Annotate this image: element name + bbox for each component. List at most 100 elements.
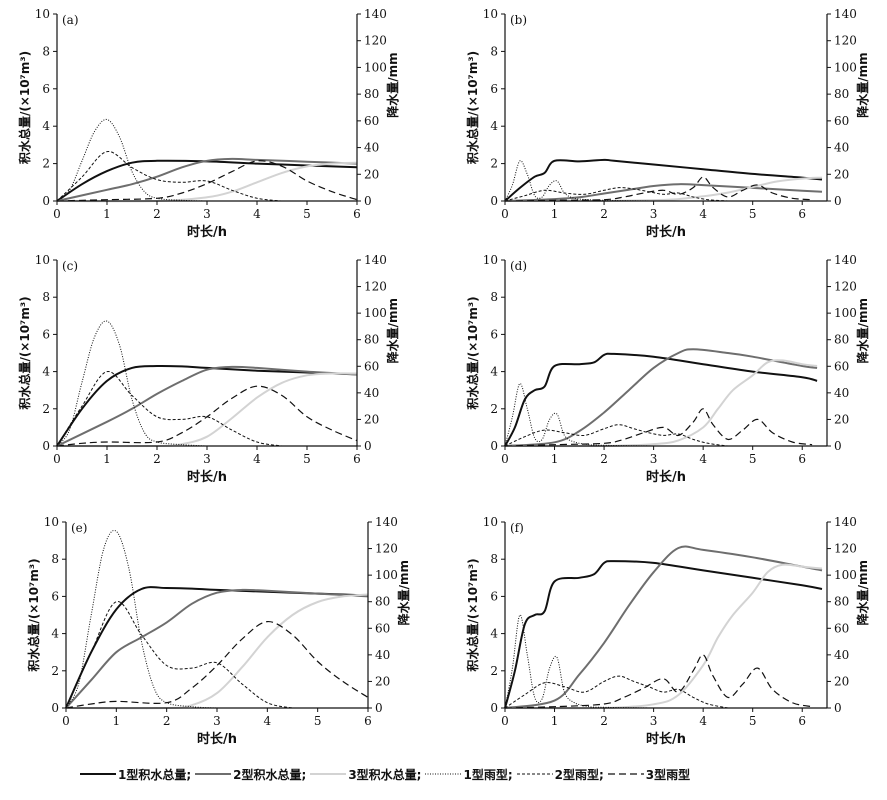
- y-right-tick-label: 20: [364, 412, 379, 426]
- y-left-tick-label: 0: [51, 701, 59, 715]
- y-axis-title-left: 积水总量/(×10⁷m³): [465, 51, 480, 164]
- x-axis-title: 时长/h: [646, 731, 686, 747]
- series-line: [56, 320, 208, 447]
- legend-label: 2型积水总量;: [233, 767, 307, 782]
- y-left-tick-label: 8: [490, 290, 498, 304]
- y-right-tick-label: 40: [834, 386, 849, 400]
- x-tick-label: 2: [153, 207, 161, 221]
- y-right-tick-label: 140: [834, 7, 857, 21]
- y-right-tick-label: 80: [375, 595, 390, 609]
- chart-panel-3: 0 1 2 3 4 5 60246810020406080100120140(c)时长/h积…: [17, 253, 400, 485]
- y-left-tick-label: 6: [42, 327, 50, 341]
- series-line: [65, 620, 369, 709]
- x-tick-label: 5: [303, 452, 311, 466]
- chart-panel-5: 0 1 2 3 4 5 60246810020406080100120140(e)时长/h积…: [26, 515, 411, 747]
- y-left-tick-label: 6: [490, 327, 498, 341]
- series-line: [65, 586, 369, 709]
- y-right-tick-label: 60: [834, 621, 849, 635]
- panel-label: (c): [62, 259, 78, 273]
- series-line: [504, 160, 654, 202]
- x-axis-title: 时长/h: [187, 469, 227, 485]
- y-right-tick-label: 20: [364, 167, 379, 181]
- y-left-tick-label: 4: [42, 365, 50, 379]
- y-left-tick-label: 4: [51, 627, 59, 641]
- x-tick-label: 1: [103, 452, 111, 466]
- legend-swatch: [516, 773, 553, 775]
- x-tick-label: 0: [53, 207, 61, 221]
- x-tick-label: 4: [253, 452, 261, 466]
- chart-figure: 0 1 2 3 4 5 60246810020406080100120140(a)时长/h积…: [17, 7, 870, 747]
- y-right-tick-label: 40: [834, 141, 849, 155]
- y-left-tick-label: 10: [483, 253, 498, 267]
- y-axis-title-right: 降水量/mm: [855, 560, 870, 625]
- legend-swatch: [80, 773, 116, 775]
- y-right-tick-label: 80: [834, 333, 849, 347]
- legend-label: 1型积水总量;: [118, 767, 192, 782]
- x-tick-label: 1: [103, 207, 111, 221]
- panel-label: (a): [62, 13, 79, 27]
- x-tick-label: 3: [203, 452, 211, 466]
- y-left-tick-label: 8: [42, 290, 50, 304]
- series-line: [56, 161, 358, 203]
- series-line: [504, 408, 813, 447]
- series-line: [56, 118, 208, 202]
- panel-label: (d): [510, 259, 527, 273]
- y-left-tick-label: 8: [490, 552, 498, 566]
- series-line: [504, 675, 729, 709]
- chart-panel-2: 0 1 2 3 4 5 60246810020406080100120140(b)时长/h积…: [465, 7, 870, 240]
- x-tick-label: 0: [501, 714, 509, 728]
- y-left-tick-label: 8: [51, 552, 59, 566]
- series-line: [504, 563, 823, 710]
- y-left-tick-label: 2: [490, 402, 498, 416]
- chart-panel-4: 0 1 2 3 4 5 60246810020406080100120140(d)时长/h积…: [465, 253, 870, 485]
- series-line: [65, 530, 218, 709]
- x-tick-label: 6: [353, 207, 361, 221]
- series-line: [65, 601, 293, 709]
- x-tick-label: 2: [600, 207, 608, 221]
- y-right-tick-label: 100: [375, 568, 398, 582]
- panel-label: (e): [71, 521, 87, 535]
- series-line: [504, 176, 813, 202]
- legend-label: 2型雨型;: [554, 767, 604, 782]
- series-line: [56, 385, 358, 447]
- y-right-tick-label: 120: [834, 280, 857, 294]
- series-line: [504, 654, 813, 709]
- y-right-tick-label: 60: [375, 621, 390, 635]
- series-line: [56, 371, 283, 447]
- y-left-tick-label: 2: [42, 402, 50, 416]
- x-tick-label: 3: [650, 714, 658, 728]
- legend-label: 3型雨型: [645, 767, 691, 782]
- y-right-tick-label: 60: [834, 359, 849, 373]
- x-tick-label: 4: [253, 207, 261, 221]
- y-left-tick-label: 2: [490, 157, 498, 171]
- y-right-tick-label: 80: [834, 595, 849, 609]
- x-tick-label: 1: [551, 207, 559, 221]
- y-right-tick-label: 60: [834, 114, 849, 128]
- y-right-tick-label: 20: [375, 674, 390, 688]
- y-right-tick-label: 120: [834, 542, 857, 556]
- y-right-tick-label: 140: [375, 515, 398, 529]
- y-right-tick-label: 140: [364, 7, 387, 21]
- y-axis-title-left: 积水总量/(×10⁷m³): [26, 558, 41, 671]
- series-line: [504, 614, 654, 709]
- y-axis-title-left: 积水总量/(×10⁷m³): [465, 558, 480, 671]
- x-axis-title: 时长/h: [197, 731, 237, 747]
- series-line: [56, 159, 358, 202]
- y-left-tick-label: 4: [490, 119, 498, 133]
- x-tick-label: 3: [650, 452, 658, 466]
- x-tick-label: 0: [501, 207, 509, 221]
- y-right-tick-label: 100: [834, 306, 857, 320]
- x-tick-label: 3: [213, 714, 221, 728]
- y-right-tick-label: 0: [375, 701, 383, 715]
- y-right-tick-label: 40: [364, 141, 379, 155]
- y-right-tick-label: 100: [364, 60, 387, 74]
- x-tick-label: 1: [551, 714, 559, 728]
- y-left-tick-label: 10: [483, 7, 498, 21]
- y-right-tick-label: 120: [364, 280, 387, 294]
- legend-swatch: [607, 773, 644, 775]
- y-left-tick-label: 2: [42, 157, 50, 171]
- y-right-tick-label: 20: [834, 167, 849, 181]
- y-right-tick-label: 140: [364, 253, 387, 267]
- x-tick-label: 6: [364, 714, 372, 728]
- y-left-tick-label: 8: [42, 44, 50, 58]
